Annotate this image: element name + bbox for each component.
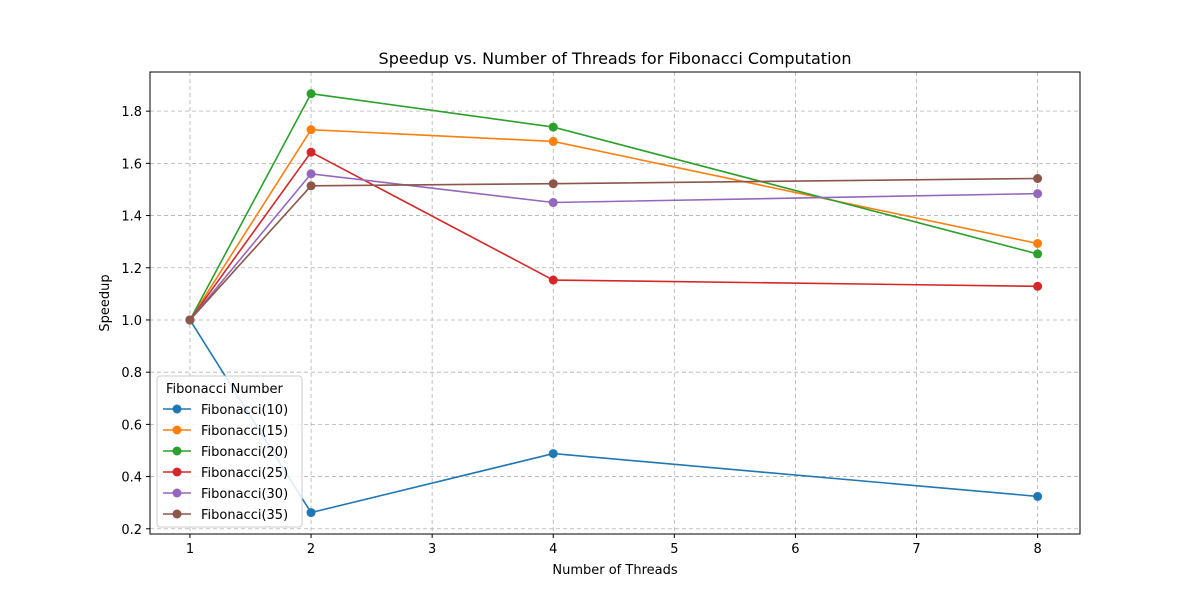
legend-item: Fibonacci(20) bbox=[163, 445, 288, 460]
series-4 bbox=[185, 169, 1043, 325]
data-point bbox=[185, 315, 195, 325]
data-point bbox=[548, 198, 558, 208]
legend-label: Fibonacci(35) bbox=[201, 508, 288, 523]
series-line bbox=[189, 177, 1038, 321]
y-tick-label: 0.8 bbox=[121, 366, 142, 381]
legend-frame bbox=[156, 375, 303, 528]
data-point bbox=[1033, 238, 1043, 248]
x-tick-label: 3 bbox=[428, 542, 436, 557]
y-tick-label: 1.6 bbox=[121, 157, 142, 172]
data-point bbox=[306, 147, 316, 157]
legend-item: Fibonacci(30) bbox=[163, 487, 288, 502]
data-point bbox=[306, 508, 316, 518]
series-line bbox=[189, 92, 1038, 321]
legend: Fibonacci Number Fibonacci(10)Fibonacci(… bbox=[156, 375, 303, 528]
x-tick-label: 8 bbox=[1033, 542, 1041, 557]
x-axis-label: Number of Threads bbox=[552, 563, 677, 578]
series-layer bbox=[185, 89, 1043, 518]
legend-item: Fibonacci(25) bbox=[163, 466, 288, 481]
data-point bbox=[306, 181, 316, 191]
series-line bbox=[189, 172, 1038, 321]
data-point bbox=[548, 136, 558, 146]
series-5 bbox=[185, 173, 1043, 325]
x-tick-label: 2 bbox=[307, 542, 315, 557]
series-line bbox=[189, 319, 1038, 514]
data-point bbox=[306, 169, 316, 179]
y-axis-label: Speedup bbox=[98, 274, 113, 331]
legend-marker bbox=[172, 488, 182, 498]
legend-items: Fibonacci(10) Fibonacci(15) Fibonacci(20) F… bbox=[163, 403, 288, 523]
y-tick-label: 0.6 bbox=[121, 418, 142, 433]
y-tick-label: 1.8 bbox=[121, 105, 142, 120]
data-point bbox=[306, 89, 316, 99]
series-line bbox=[189, 151, 1038, 321]
data-point bbox=[1033, 189, 1043, 199]
legend-item: Fibonacci(10) bbox=[163, 403, 288, 418]
y-axis-ticks: 0.2 0.4 0.6 0.8 1.0 1.2 1.4 1.6 1.8 bbox=[121, 105, 150, 538]
data-point bbox=[548, 179, 558, 189]
y-tick-label: 1.2 bbox=[121, 262, 142, 277]
x-tick-label: 5 bbox=[670, 542, 678, 557]
legend-title: Fibonacci Number bbox=[166, 382, 283, 397]
data-point bbox=[1033, 249, 1043, 259]
x-tick-label: 7 bbox=[912, 542, 920, 557]
grid-lines bbox=[150, 72, 1080, 534]
data-point bbox=[1033, 491, 1043, 501]
plot-frame bbox=[149, 71, 1081, 535]
y-tick-label: 1.0 bbox=[121, 314, 142, 329]
legend-label: Fibonacci(15) bbox=[201, 424, 288, 439]
legend-marker bbox=[172, 425, 182, 435]
y-tick-label: 1.4 bbox=[121, 210, 142, 225]
data-point bbox=[1033, 281, 1043, 291]
legend-marker bbox=[172, 446, 182, 456]
x-tick-label: 1 bbox=[186, 542, 194, 557]
legend-label: Fibonacci(30) bbox=[201, 487, 288, 502]
legend-label: Fibonacci(20) bbox=[201, 445, 288, 460]
x-axis-ticks: 1 2 3 4 5 6 7 8 bbox=[186, 534, 1042, 557]
series-line bbox=[189, 128, 1038, 321]
data-point bbox=[548, 275, 558, 285]
legend-marker bbox=[172, 509, 182, 519]
series-0 bbox=[185, 315, 1043, 518]
y-tick-label: 0.4 bbox=[121, 471, 142, 486]
x-tick-label: 6 bbox=[791, 542, 799, 557]
data-point bbox=[1033, 173, 1043, 183]
legend-marker bbox=[172, 467, 182, 477]
series-2 bbox=[185, 89, 1043, 325]
chart-title: Speedup vs. Number of Threads for Fibona… bbox=[379, 49, 852, 68]
data-point bbox=[548, 449, 558, 459]
data-point bbox=[306, 125, 316, 135]
legend-item: Fibonacci(35) bbox=[163, 508, 288, 523]
x-tick-label: 4 bbox=[549, 542, 557, 557]
legend-label: Fibonacci(25) bbox=[201, 466, 288, 481]
y-tick-label: 0.2 bbox=[121, 523, 142, 538]
legend-label: Fibonacci(10) bbox=[201, 403, 288, 418]
data-point bbox=[548, 122, 558, 132]
legend-marker bbox=[172, 404, 182, 414]
legend-item: Fibonacci(15) bbox=[163, 424, 288, 439]
